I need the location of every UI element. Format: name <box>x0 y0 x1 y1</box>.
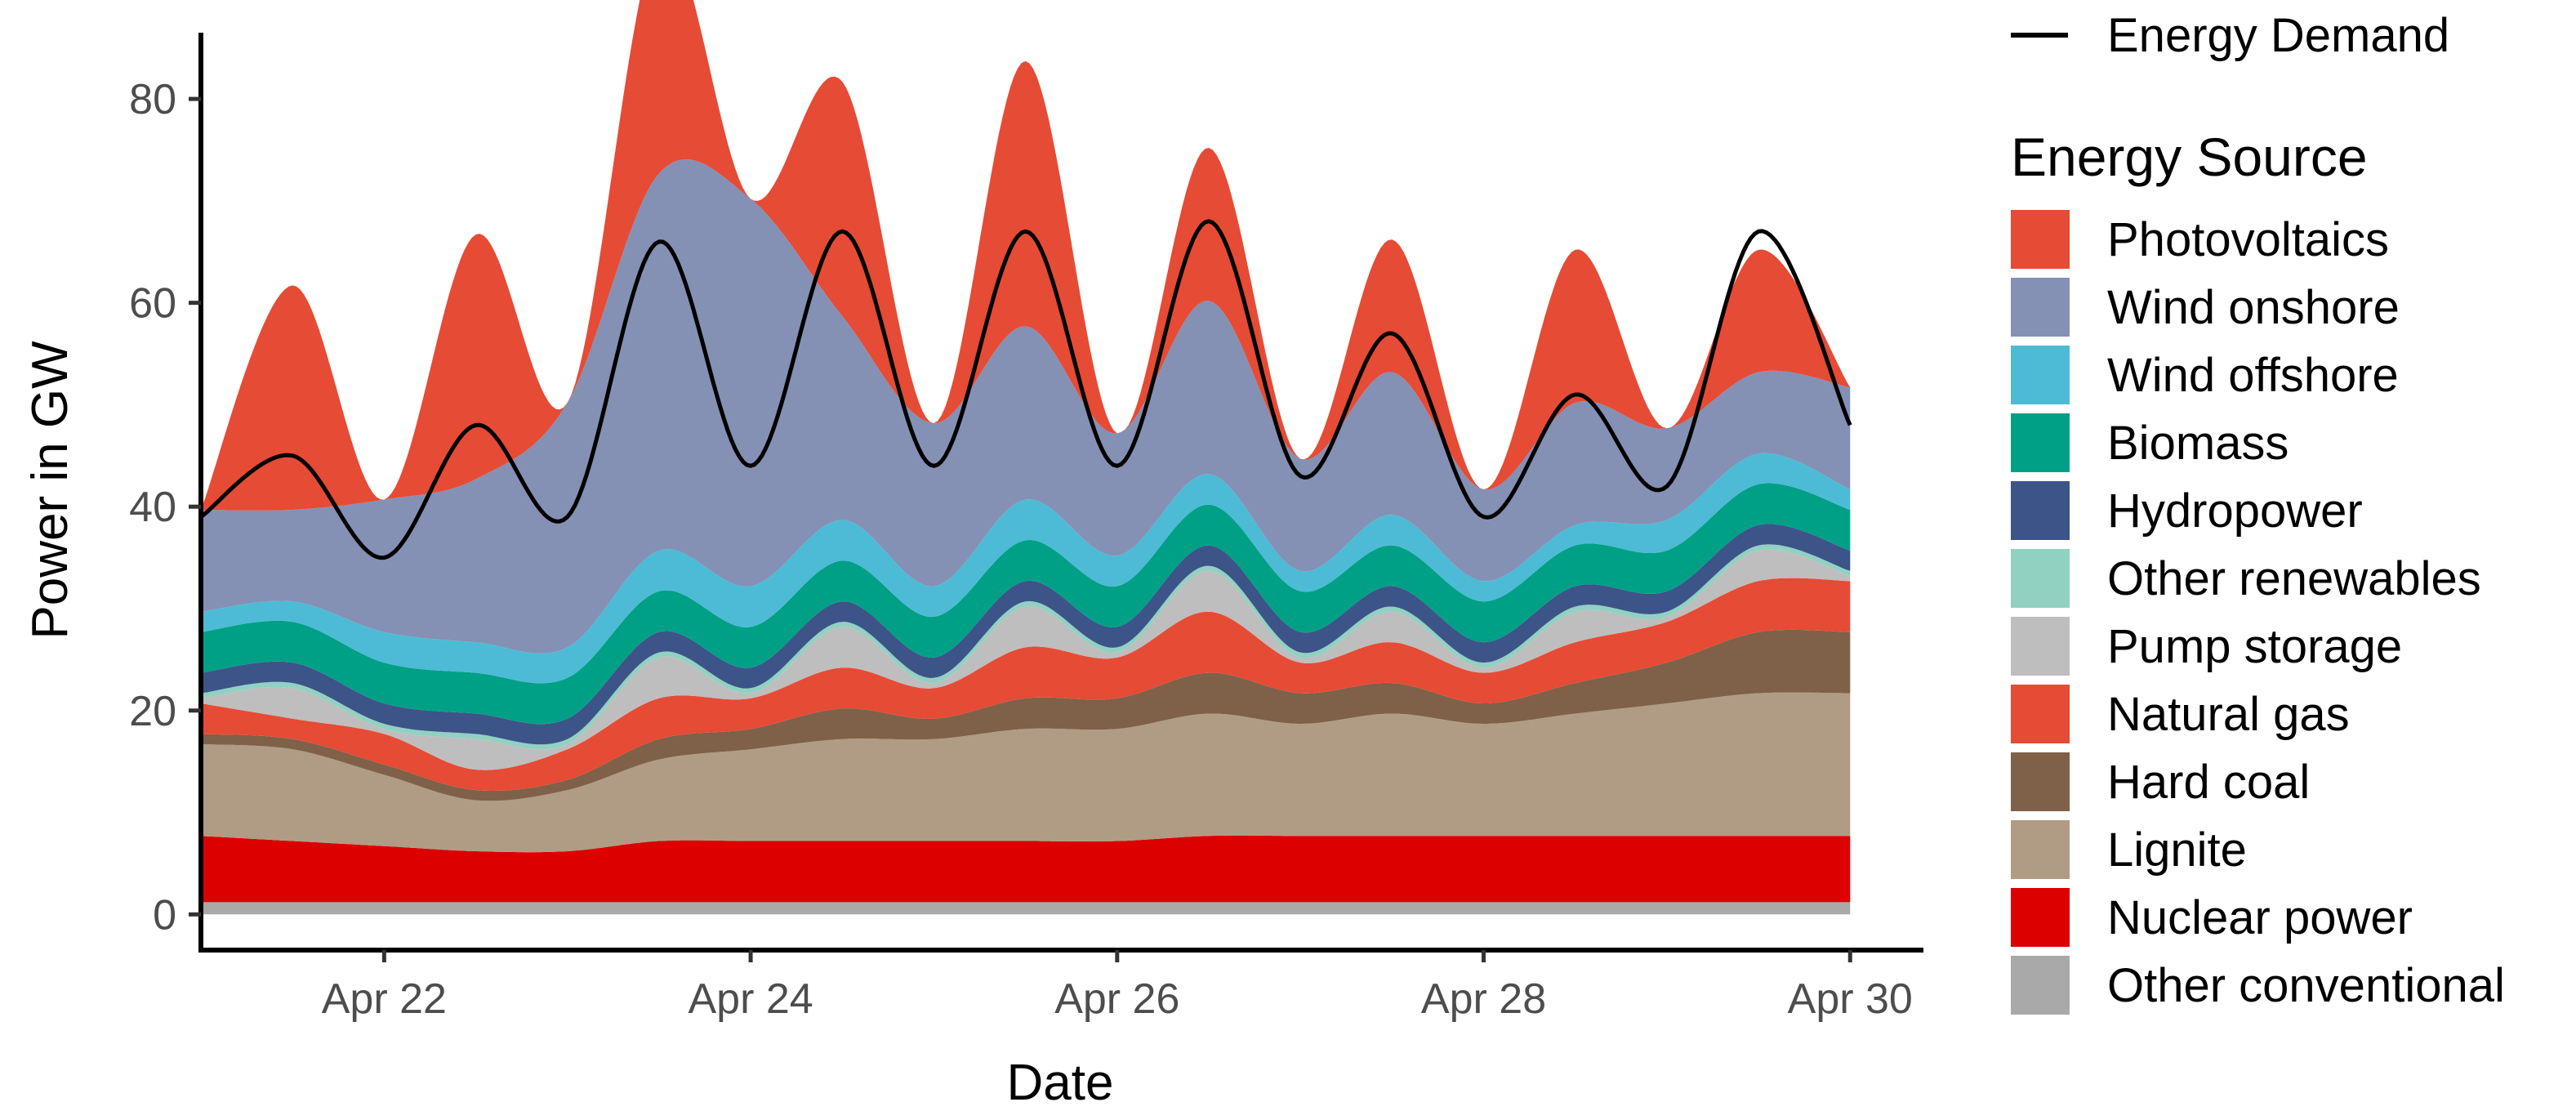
legend-label: Wind onshore <box>2107 281 2400 334</box>
legend-key-hydropower <box>2011 481 2070 540</box>
y-tick-label: 60 <box>129 280 176 328</box>
legend-demand-label: Energy Demand <box>2107 9 2449 62</box>
legend-label: Hydropower <box>2107 484 2363 538</box>
area-other-conventional <box>201 902 1851 915</box>
legend-items: Photovoltaics Wind onshore Wind offshore Bi… <box>2011 210 2505 1015</box>
stacked-areas <box>201 0 1851 915</box>
y-tick-label: 20 <box>129 688 176 735</box>
legend-key-wind-offshore <box>2011 346 2070 404</box>
area-lignite <box>201 692 1851 853</box>
legend-label: Hard coal <box>2107 756 2310 809</box>
legend-key-photovoltaics <box>2011 210 2070 269</box>
legend-label: Nuclear power <box>2107 891 2413 944</box>
y-tick-label: 0 <box>153 891 176 939</box>
legend-key-biomass <box>2011 413 2070 472</box>
legend-title: Energy Source <box>2011 127 2368 187</box>
area-natural-gas <box>201 578 1851 791</box>
y-tick-label: 80 <box>129 76 176 123</box>
legend-label: Lignite <box>2107 823 2247 877</box>
area-hard-coal <box>201 629 1851 801</box>
x-tick-label: Apr 28 <box>1421 975 1546 1023</box>
legend: Energy Demand Energy Source Photovoltaic… <box>2011 9 2505 1015</box>
legend-key-other-conventional <box>2011 956 2070 1015</box>
x-tick-label: Apr 26 <box>1054 975 1179 1023</box>
legend-label: Pump storage <box>2107 620 2402 673</box>
legend-key-other-renewables <box>2011 549 2070 608</box>
axes <box>198 33 1923 953</box>
area-biomass <box>201 483 1851 725</box>
legend-key-natural-gas <box>2011 685 2070 743</box>
legend-label: Other conventional <box>2107 959 2505 1012</box>
x-tick-label: Apr 30 <box>1788 975 1913 1023</box>
area-hydropower <box>201 524 1851 745</box>
area-wind-onshore <box>201 159 1851 654</box>
x-tick-label: Apr 22 <box>322 975 447 1023</box>
x-tick-label: Apr 24 <box>688 975 813 1023</box>
area-pump-storage <box>201 549 1851 770</box>
legend-label: Wind offshore <box>2107 349 2399 402</box>
area-wind-offshore <box>201 453 1851 684</box>
legend-key-lignite <box>2011 820 2070 879</box>
y-ticks: 0 20 40 60 80 <box>129 76 201 939</box>
legend-label: Photovoltaics <box>2107 213 2389 266</box>
energy-demand-line <box>199 219 1852 560</box>
legend-label: Natural gas <box>2107 688 2350 741</box>
x-ticks: Apr 22 Apr 24 Apr 26 Apr 28 Apr 30 <box>322 950 1913 1023</box>
legend-key-wind-onshore <box>2011 278 2070 337</box>
area-photovoltaics <box>201 0 1851 511</box>
demand-line-group <box>199 219 1852 560</box>
legend-key-nuclear-power <box>2011 888 2070 947</box>
legend-key-hard-coal <box>2011 752 2070 811</box>
area-other-renewables <box>201 544 1851 750</box>
x-axis-title: Date <box>1007 1055 1114 1111</box>
y-tick-label: 40 <box>129 484 176 531</box>
y-axis-title: Power in GW <box>22 341 78 640</box>
legend-label: Other renewables <box>2107 552 2481 605</box>
legend-label: Biomass <box>2107 417 2289 470</box>
area-nuclear-power <box>201 835 1851 903</box>
legend-key-pump-storage <box>2011 617 2070 676</box>
